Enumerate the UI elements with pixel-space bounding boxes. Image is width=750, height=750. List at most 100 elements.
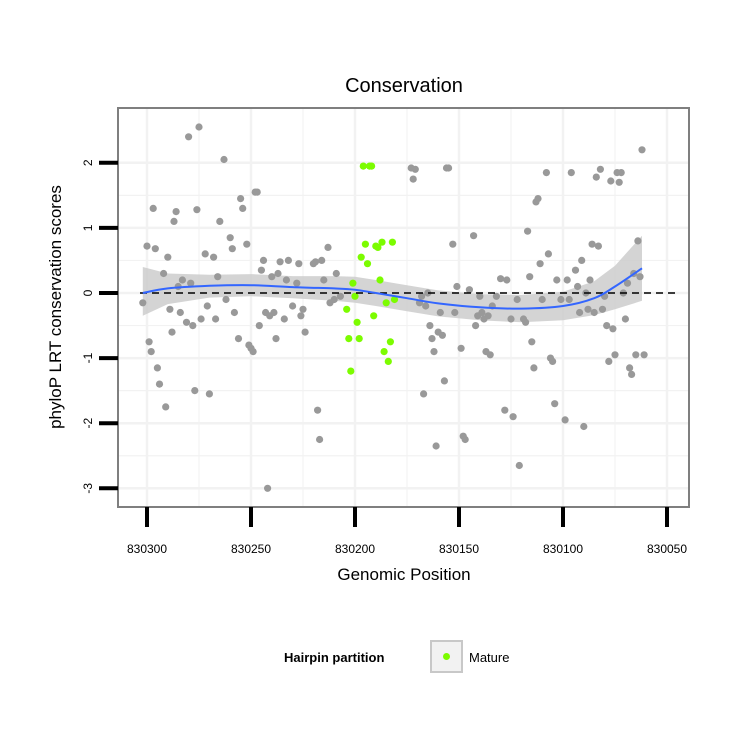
- data-point: [153, 364, 161, 372]
- data-point: [478, 308, 486, 317]
- data-point: [553, 276, 561, 284]
- data-point: [143, 242, 151, 250]
- legend-title: Hairpin partition: [284, 650, 384, 665]
- data-point: [607, 177, 615, 185]
- data-point: [189, 322, 197, 330]
- legend-key-mature: [443, 653, 450, 660]
- data-point: [567, 169, 575, 177]
- data-point: [557, 295, 565, 304]
- data-point: [426, 322, 434, 330]
- data-point: [561, 416, 569, 424]
- data-point: [603, 322, 611, 330]
- x-tick-label: 830200: [335, 542, 375, 556]
- data-point: [282, 276, 290, 284]
- data-point: [436, 308, 444, 317]
- data-point: [332, 269, 340, 278]
- data-point: [191, 387, 199, 395]
- data-point: [628, 370, 636, 378]
- data-point-mature: [359, 162, 367, 170]
- data-point: [530, 364, 538, 372]
- data-point: [503, 276, 511, 284]
- data-point: [461, 435, 469, 444]
- data-point: [605, 357, 613, 365]
- data-point-mature: [353, 318, 361, 326]
- data-point: [626, 364, 634, 372]
- data-point-mature: [370, 312, 378, 320]
- data-point: [253, 188, 261, 196]
- data-point: [195, 123, 203, 131]
- data-point-mature: [351, 292, 359, 300]
- data-point-mature: [343, 305, 351, 313]
- data-point: [470, 232, 478, 240]
- data-point-mature: [382, 299, 390, 307]
- data-point-mature: [374, 243, 382, 251]
- data-point: [534, 195, 542, 203]
- data-point: [239, 204, 247, 212]
- data-point: [465, 286, 473, 294]
- data-point: [472, 322, 480, 330]
- plot-panel: [117, 107, 690, 508]
- data-point: [538, 295, 546, 304]
- data-point-mature: [388, 238, 396, 246]
- data-point: [311, 258, 320, 266]
- data-point: [297, 312, 305, 320]
- data-point: [621, 315, 630, 323]
- data-point: [584, 305, 592, 313]
- x-tick-label: 830100: [543, 542, 583, 556]
- data-point: [492, 292, 500, 300]
- data-point: [457, 344, 465, 352]
- y-tick-label: -3: [81, 483, 95, 494]
- data-point: [542, 169, 551, 177]
- data-point: [145, 338, 153, 346]
- data-point: [230, 308, 238, 317]
- data-point: [237, 195, 245, 203]
- data-point: [205, 390, 213, 398]
- data-point: [522, 318, 530, 326]
- data-point-mature: [376, 276, 384, 284]
- data-point: [139, 299, 147, 307]
- data-point-mature: [386, 338, 394, 346]
- data-point: [526, 273, 534, 281]
- data-point: [486, 351, 494, 359]
- data-point: [270, 308, 278, 317]
- data-point: [596, 165, 605, 173]
- points-mature: [343, 162, 399, 375]
- data-point: [172, 208, 180, 216]
- chart-title: Conservation: [345, 75, 463, 97]
- data-point: [162, 403, 170, 411]
- data-point: [580, 422, 588, 431]
- data-point: [513, 295, 521, 304]
- data-point: [185, 133, 193, 141]
- data-point-mature: [349, 279, 357, 287]
- data-point: [409, 175, 417, 183]
- data-point: [598, 305, 607, 313]
- data-point: [634, 237, 642, 245]
- data-point: [632, 351, 640, 359]
- data-point: [220, 155, 228, 164]
- data-point: [289, 302, 297, 310]
- data-point-mature: [361, 240, 369, 248]
- x-axis-title: Genomic Position: [337, 565, 470, 584]
- data-point: [484, 312, 492, 320]
- y-tick-label: -2: [81, 418, 95, 429]
- data-point: [272, 335, 280, 343]
- data-point: [249, 348, 257, 356]
- data-point-mature: [345, 335, 353, 343]
- data-point: [565, 295, 573, 304]
- data-point: [497, 275, 505, 283]
- data-point: [440, 377, 448, 385]
- data-point: [255, 322, 263, 330]
- data-point: [284, 256, 292, 264]
- data-point: [549, 357, 557, 365]
- data-point: [430, 348, 438, 356]
- data-point: [536, 260, 544, 268]
- data-point: [187, 279, 195, 287]
- data-point: [193, 206, 201, 214]
- data-point: [544, 250, 553, 258]
- points-other: [139, 123, 648, 492]
- data-point: [214, 273, 222, 281]
- data-point: [301, 328, 309, 336]
- data-point: [212, 315, 220, 323]
- data-point: [264, 484, 272, 492]
- data-point: [222, 295, 230, 304]
